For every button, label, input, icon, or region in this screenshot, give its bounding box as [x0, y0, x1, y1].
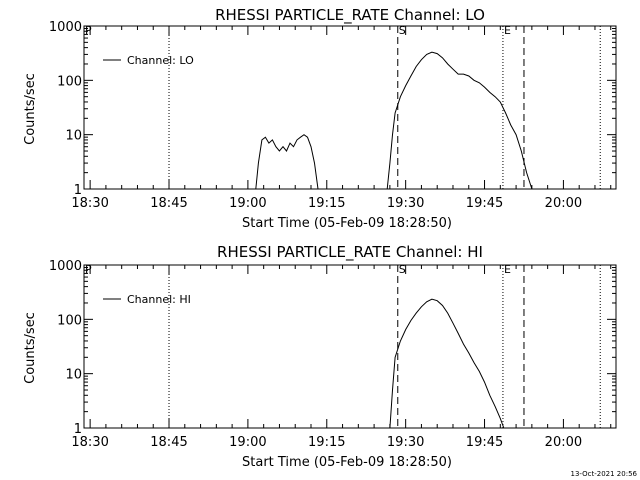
legend-entry: Channel: HI — [127, 293, 191, 306]
series-line — [389, 298, 505, 429]
series-group — [389, 298, 505, 429]
x-axis-label: Start Time (05-Feb-09 18:28:50) — [242, 216, 452, 231]
series-line — [255, 134, 319, 190]
y-axis-label: Counts/sec — [23, 312, 38, 384]
y-tick-label: 100 — [57, 74, 82, 89]
time-marker-label: P — [85, 24, 92, 37]
x-tick-label: 19:00 — [229, 196, 266, 211]
x-tick-label: 19:30 — [387, 196, 424, 211]
x-tick-label: 18:45 — [150, 196, 187, 211]
time-marker-label: E — [504, 24, 511, 37]
x-tick-label: 20:00 — [545, 196, 582, 211]
y-axis: 1 10 100 1000 — [49, 259, 616, 437]
time-marker-label: S — [399, 24, 406, 37]
x-tick-label: 19:30 — [387, 435, 424, 450]
footer-timestamp: 13-Oct-2021 20:56 — [571, 470, 638, 478]
x-tick-label: 18:30 — [71, 435, 108, 450]
y-tick-label: 1000 — [49, 20, 82, 35]
x-tick-label: 19:00 — [229, 435, 266, 450]
y-tick-label: 100 — [57, 313, 82, 328]
time-marker-label: S — [399, 263, 406, 276]
x-tick-label: 20:00 — [545, 435, 582, 450]
panel-hi: RHESSI PARTICLE_RATE Channel: HI Counts/… — [23, 243, 617, 470]
chart-title: RHESSI PARTICLE_RATE Channel: LO — [215, 6, 485, 25]
time-markers: S EP — [85, 24, 601, 189]
time-marker-label: P — [85, 263, 92, 276]
x-tick-label: 19:45 — [466, 196, 503, 211]
plot-frame — [83, 25, 617, 190]
time-marker-label: E — [504, 263, 511, 276]
panel-lo: RHESSI PARTICLE_RATE Channel: LO Counts/… — [23, 6, 617, 231]
series-group — [255, 51, 533, 190]
x-tick-label: 18:45 — [150, 435, 187, 450]
x-tick-label: 19:15 — [308, 435, 345, 450]
x-tick-label: 19:15 — [308, 196, 345, 211]
y-axis: 1 10 100 1000 — [49, 20, 616, 198]
y-tick-label: 10 — [65, 129, 82, 144]
y-tick-label: 1 — [74, 422, 82, 437]
x-axis: 18:30 18:45 19:00 19:15 19:30 19:45 20:00 — [71, 26, 612, 211]
x-axis-label: Start Time (05-Feb-09 18:28:50) — [242, 455, 452, 470]
plot-frame — [83, 264, 617, 429]
y-axis-label: Counts/sec — [23, 73, 38, 145]
x-tick-label: 19:45 — [466, 435, 503, 450]
x-axis: 18:30 18:45 19:00 19:15 19:30 19:45 20:00 — [71, 265, 612, 450]
time-markers: S EP — [85, 263, 601, 428]
y-tick-label: 1000 — [49, 259, 82, 274]
series-line — [386, 51, 533, 190]
x-tick-label: 18:30 — [71, 196, 108, 211]
y-tick-label: 1 — [74, 183, 82, 198]
y-tick-label: 10 — [65, 368, 82, 383]
legend-entry: Channel: LO — [127, 54, 194, 67]
chart-title: RHESSI PARTICLE_RATE Channel: HI — [217, 243, 483, 262]
